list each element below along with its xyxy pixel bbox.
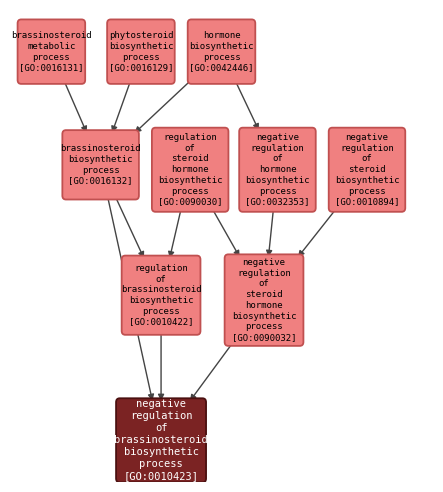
FancyBboxPatch shape: [239, 128, 316, 212]
FancyBboxPatch shape: [116, 399, 206, 482]
Text: phytosteroid
biosynthetic
process
[GO:0016129]: phytosteroid biosynthetic process [GO:00…: [109, 31, 173, 72]
Text: brassinosteroid
metabolic
process
[GO:0016131]: brassinosteroid metabolic process [GO:00…: [11, 31, 92, 72]
Text: hormone
biosynthetic
process
[GO:0042446]: hormone biosynthetic process [GO:0042446…: [189, 31, 254, 72]
Text: negative
regulation
of
steroid
hormone
biosynthetic
process
[GO:0090032]: negative regulation of steroid hormone b…: [232, 258, 296, 342]
FancyBboxPatch shape: [329, 128, 405, 212]
Text: regulation
of
brassinosteroid
biosynthetic
process
[GO:0010422]: regulation of brassinosteroid biosynthet…: [121, 264, 202, 327]
FancyBboxPatch shape: [188, 19, 255, 84]
Text: negative
regulation
of
brassinosteroid
biosynthetic
process
[GO:0010423]: negative regulation of brassinosteroid b…: [114, 400, 208, 481]
FancyBboxPatch shape: [107, 19, 175, 84]
FancyBboxPatch shape: [62, 130, 139, 200]
Text: regulation
of
steroid
hormone
biosynthetic
process
[GO:0090030]: regulation of steroid hormone biosynthet…: [158, 133, 222, 207]
Text: negative
regulation
of
hormone
biosynthetic
process
[GO:0032353]: negative regulation of hormone biosynthe…: [245, 133, 310, 207]
FancyBboxPatch shape: [152, 128, 229, 212]
FancyBboxPatch shape: [18, 19, 85, 84]
Text: negative
regulation
of
steroid
biosynthetic
process
[GO:0010894]: negative regulation of steroid biosynthe…: [335, 133, 399, 207]
FancyBboxPatch shape: [122, 256, 201, 335]
FancyBboxPatch shape: [225, 254, 303, 346]
Text: brassinosteroid
biosynthetic
process
[GO:0016132]: brassinosteroid biosynthetic process [GO…: [60, 144, 141, 185]
